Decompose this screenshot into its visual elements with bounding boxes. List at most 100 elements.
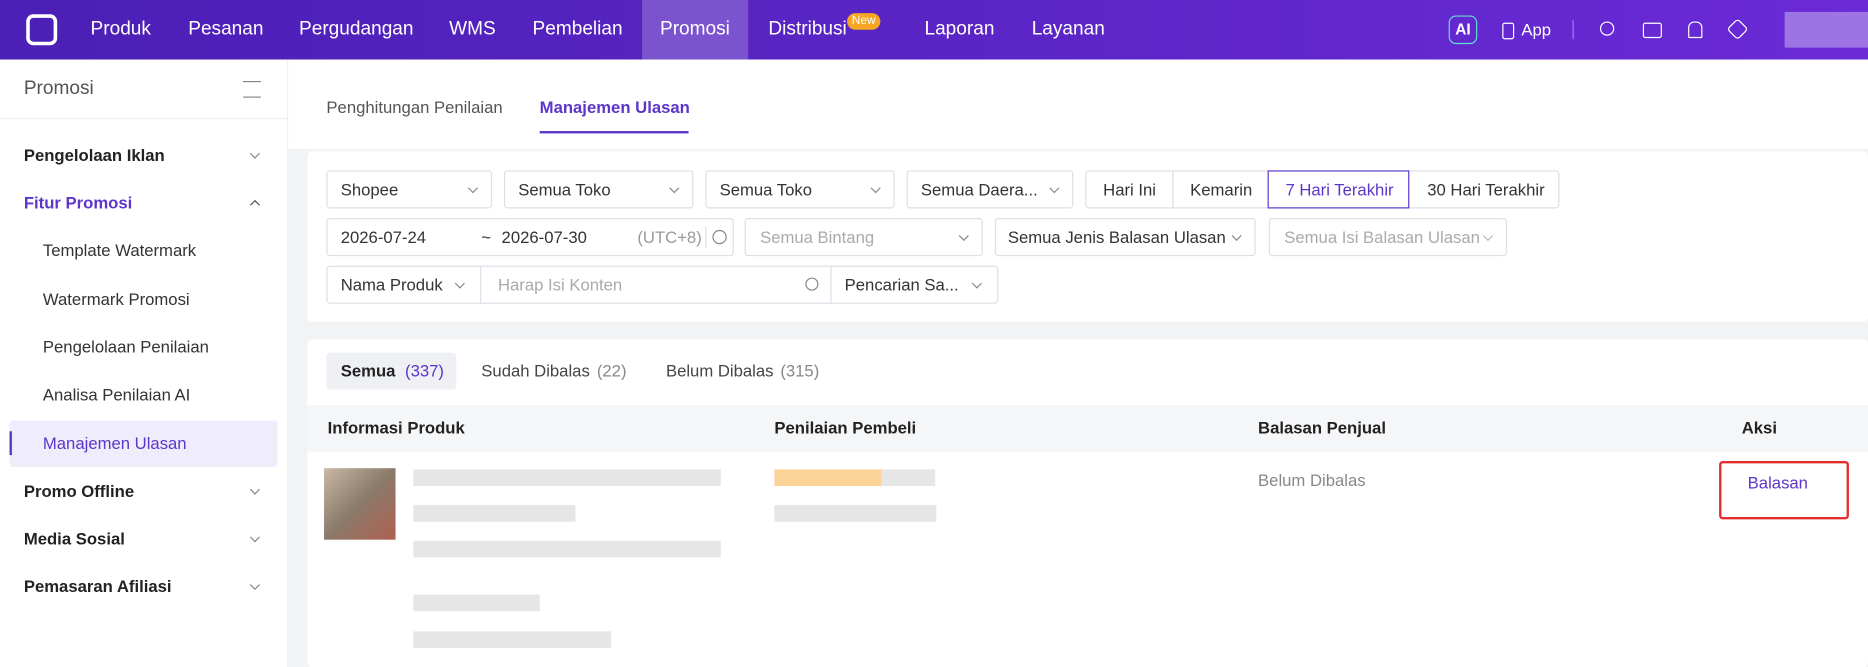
- app-link[interactable]: App: [1521, 20, 1552, 40]
- select[interactable]: Pencarian Sa...: [830, 265, 999, 304]
- chevron: [870, 183, 881, 194]
- avatar[interactable]: [1784, 11, 1868, 48]
- select[interactable]: Semua Toko: [503, 170, 694, 209]
- app-icon: [1502, 22, 1515, 40]
- menu-group[interactable]: Pemasaran Afiliasi: [23, 576, 172, 596]
- nav-item[interactable]: Layanan: [1031, 19, 1105, 40]
- chevron: [958, 230, 969, 241]
- range-button[interactable]: 30 Hari Terakhir: [1408, 170, 1560, 209]
- menu-item[interactable]: Analisa Penilaian AI: [42, 384, 191, 404]
- select[interactable]: Semua Toko: [705, 170, 895, 209]
- select-value: Semua Toko: [719, 179, 812, 199]
- range-label: 7 Hari Terakhir: [1285, 179, 1394, 199]
- nav-item[interactable]: Laporan: [924, 19, 995, 40]
- bell-icon[interactable]: [1688, 21, 1703, 39]
- range-label: 30 Hari Terakhir: [1427, 179, 1545, 199]
- input-placeholder: Harap Isi Konten: [497, 275, 623, 295]
- new-badge: New: [847, 13, 881, 30]
- menu-group[interactable]: Promo Offline: [23, 481, 135, 501]
- tab[interactable]: Manajemen Ulasan: [539, 97, 690, 117]
- blurred-text: [413, 469, 721, 487]
- chevron: [454, 278, 465, 289]
- date-range[interactable]: 2026-07-24 ~ 2026-07-30 (UTC+8): [326, 218, 734, 257]
- nav-active-bg: [642, 0, 749, 60]
- blurred-text: [413, 540, 721, 558]
- tab-underline: [539, 131, 689, 134]
- select-value: Semua Daera...: [920, 179, 1038, 199]
- select[interactable]: Nama Produk: [326, 265, 482, 304]
- nav-item[interactable]: WMS: [449, 19, 496, 40]
- nav-item[interactable]: Pesanan: [188, 19, 264, 40]
- nav-item[interactable]: Promosi: [659, 19, 730, 40]
- help-icon[interactable]: [712, 229, 727, 245]
- select[interactable]: Semua Bintang: [744, 218, 983, 257]
- menu-group[interactable]: Pengelolaan Iklan: [23, 145, 165, 165]
- range-label: Kemarin: [1190, 179, 1253, 199]
- chevron: [467, 183, 479, 194]
- sidebar: [0, 59, 289, 667]
- product-image-blurred: [324, 468, 396, 540]
- search-icon[interactable]: [1599, 21, 1615, 36]
- nav-item[interactable]: Pembelian: [532, 19, 623, 40]
- status-tab[interactable]: Belum Dibalas: [665, 360, 774, 381]
- menu-item[interactable]: Manajemen Ulasan: [42, 433, 187, 453]
- menu-active-bg: [9, 420, 278, 468]
- status-count: (315): [780, 360, 820, 381]
- select-value: Semua Jenis Balasan Ulasan: [1007, 227, 1226, 247]
- select[interactable]: Semua Daera...: [906, 170, 1074, 209]
- select[interactable]: Semua Jenis Balasan Ulasan: [994, 218, 1256, 257]
- select-value: Nama Produk: [340, 275, 443, 295]
- blurred-text: [774, 505, 937, 522]
- reply-link[interactable]: Balasan: [1747, 472, 1808, 493]
- list-card: [307, 339, 1868, 667]
- range-button[interactable]: Hari Ini: [1085, 170, 1174, 209]
- date-sep: ~: [481, 227, 492, 247]
- chevron: [1049, 183, 1060, 194]
- select-placeholder: Semua Bintang: [760, 227, 875, 247]
- blurred-text: [881, 469, 936, 487]
- collapse-icon[interactable]: [243, 81, 261, 98]
- ai-button[interactable]: AI: [1448, 15, 1478, 45]
- search-icon[interactable]: [805, 277, 819, 291]
- top-bar: [0, 0, 1868, 60]
- timezone: (UTC+8): [637, 227, 702, 247]
- range-button[interactable]: 7 Hari Terakhir: [1267, 170, 1410, 209]
- select-value: Semua Toko: [518, 179, 611, 199]
- range-label: Hari Ini: [1103, 179, 1157, 199]
- blurred-text: [413, 594, 540, 612]
- menu-item[interactable]: Template Watermark: [42, 240, 197, 260]
- sidebar-title: Promosi: [23, 78, 94, 99]
- menu-item[interactable]: Watermark Promosi: [42, 289, 190, 309]
- nav-item[interactable]: Produk: [90, 19, 151, 40]
- menu-item[interactable]: Pengelolaan Penilaian: [42, 337, 209, 357]
- range-button[interactable]: Kemarin: [1172, 170, 1269, 209]
- column-header: Informasi Produk: [327, 418, 465, 438]
- blurred-stars: [774, 469, 882, 487]
- column-header: Aksi: [1741, 418, 1777, 438]
- status-tab[interactable]: Semua: [340, 360, 396, 381]
- menu-group[interactable]: Fitur Promosi: [23, 192, 133, 213]
- tab-bar: [288, 59, 1868, 149]
- status-tab-active-bg: [326, 352, 457, 390]
- divider: [705, 226, 707, 248]
- select[interactable]: Shopee: [326, 170, 493, 209]
- status-count: (22): [596, 360, 627, 381]
- select-value: Shopee: [340, 179, 399, 199]
- status-tab[interactable]: Sudah Dibalas: [481, 360, 590, 381]
- folder-icon[interactable]: [1642, 22, 1662, 39]
- chevron: [669, 183, 680, 194]
- table-header: [307, 405, 1868, 452]
- nav-item[interactable]: Distribusi: [768, 19, 847, 40]
- nav-item[interactable]: Pergudangan: [299, 19, 414, 40]
- chevron: [1482, 230, 1494, 241]
- search-input[interactable]: Harap Isi Konten: [480, 265, 832, 304]
- menu-active-bar: [9, 431, 12, 456]
- reply-status: Belum Dibalas: [1258, 470, 1366, 490]
- chevron: [971, 278, 982, 289]
- blurred-text: [413, 505, 576, 522]
- menu-group[interactable]: Media Sosial: [23, 528, 125, 549]
- column-header: Balasan Penjual: [1258, 418, 1386, 438]
- tab[interactable]: Penghitungan Penilaian: [326, 97, 503, 117]
- date-end: 2026-07-30: [501, 227, 587, 247]
- logo[interactable]: [26, 14, 58, 46]
